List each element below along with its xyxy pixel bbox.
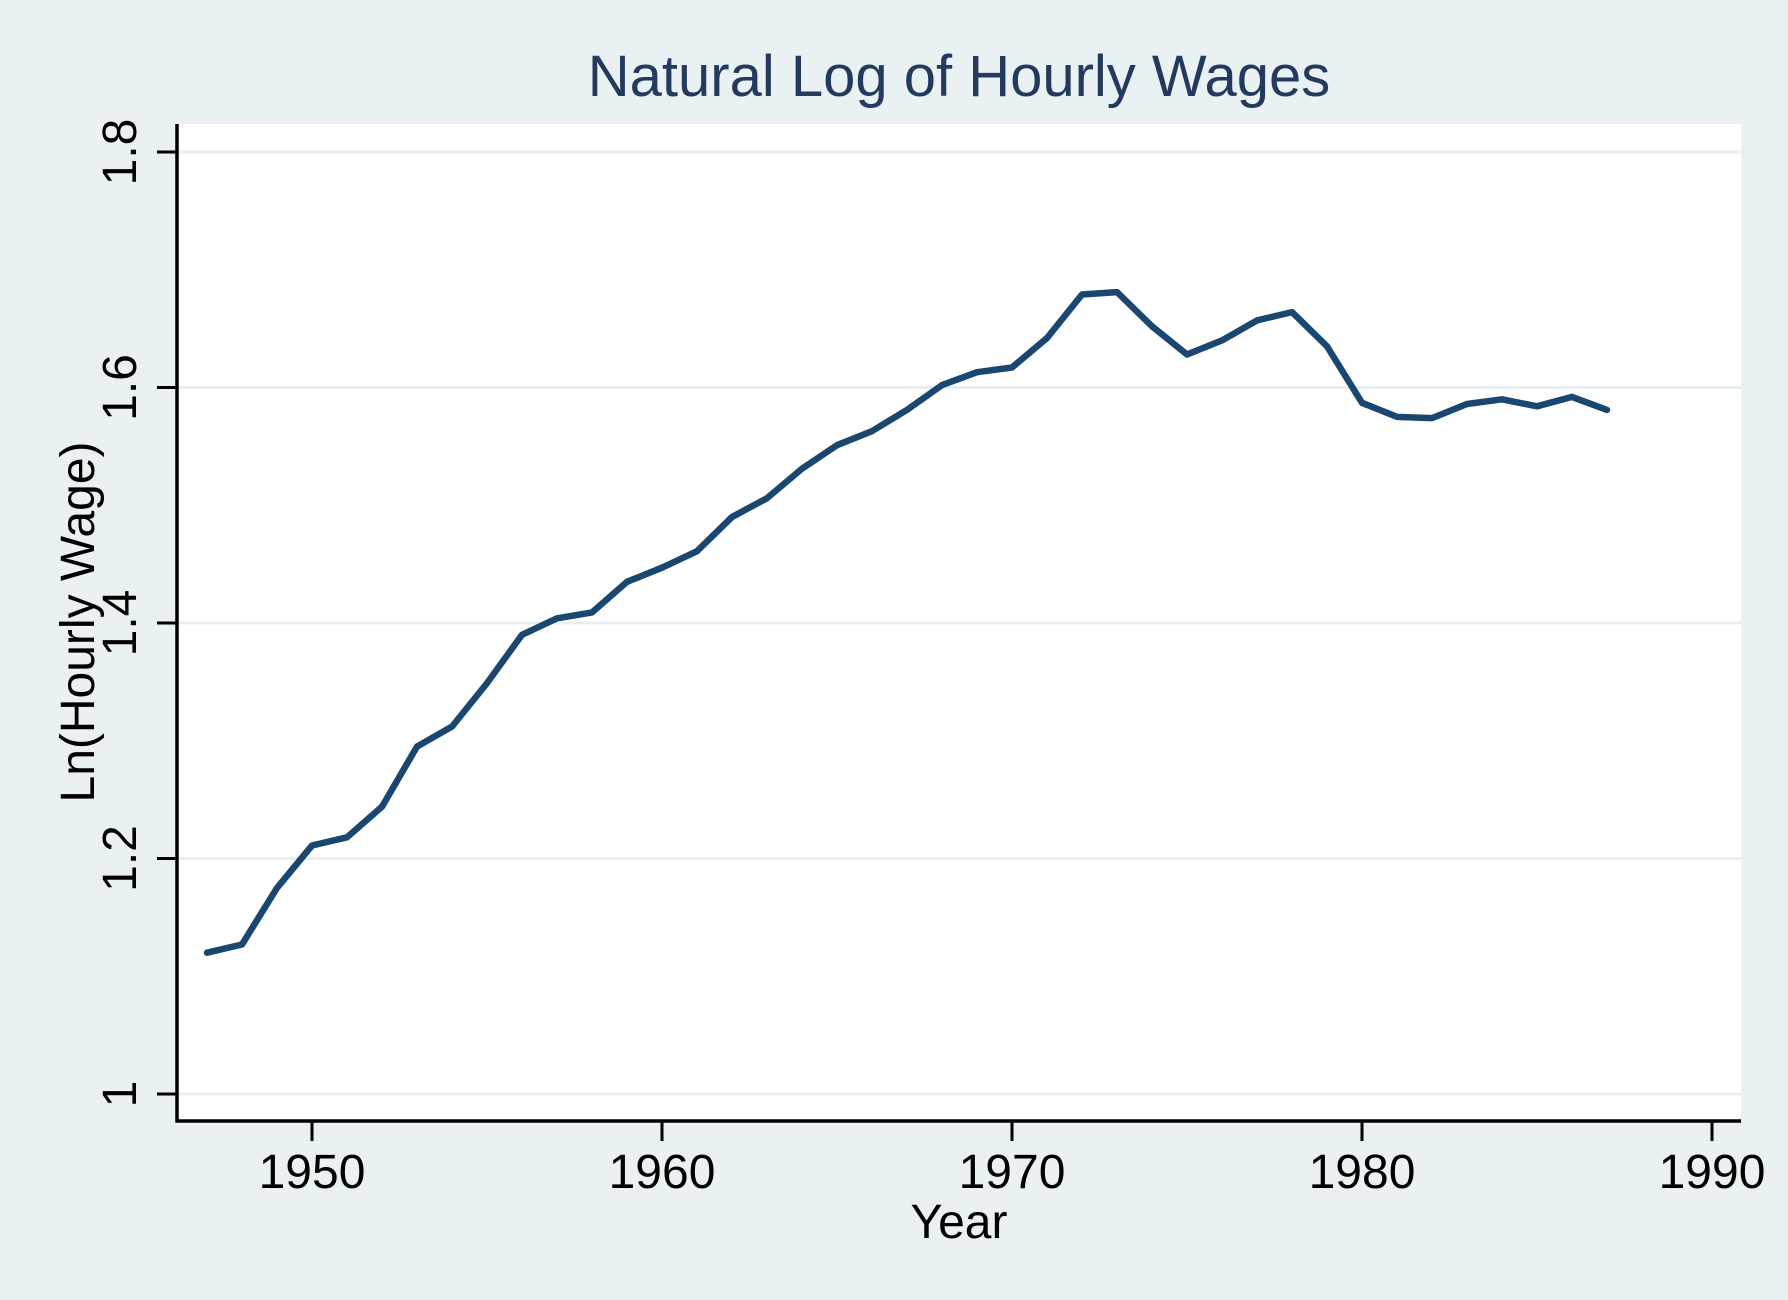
y-tick-label: 1.8 xyxy=(94,119,147,186)
y-tick-label: 1 xyxy=(94,1081,147,1108)
y-tick-label: 1.2 xyxy=(94,825,147,892)
x-tick-label: 1990 xyxy=(1659,1146,1766,1199)
x-tick-label: 1970 xyxy=(959,1146,1066,1199)
x-tick-label: 1950 xyxy=(259,1146,366,1199)
y-tick-label: 1.4 xyxy=(94,590,147,657)
x-tick-label: 1960 xyxy=(609,1146,716,1199)
gridlines xyxy=(179,150,1741,1096)
y-tick-label: 1.6 xyxy=(94,354,147,421)
tick-marks xyxy=(157,150,1714,1141)
x-tick-label: 1980 xyxy=(1309,1146,1416,1199)
y-axis-title: Ln(Hourly Wage) xyxy=(52,441,105,802)
x-axis-title: Year xyxy=(911,1196,1008,1249)
chart-title: Natural Log of Hourly Wages xyxy=(588,44,1331,109)
wage-line-series xyxy=(203,288,1611,956)
tick-labels: 1 1.2 1.4 1.6 1.8 1950 1960 1970 1980 1990 xyxy=(94,119,1765,1199)
